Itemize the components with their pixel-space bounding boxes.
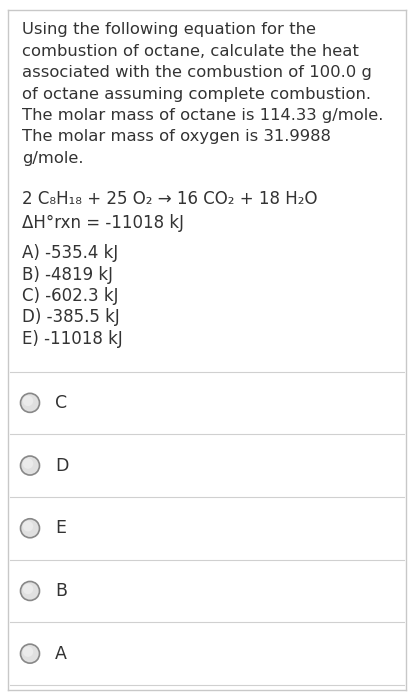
Text: A) -535.4 kJ: A) -535.4 kJ bbox=[22, 244, 118, 262]
Circle shape bbox=[23, 458, 33, 469]
Text: E) -11018 kJ: E) -11018 kJ bbox=[22, 330, 122, 348]
Text: B: B bbox=[55, 582, 67, 600]
Text: g/mole.: g/mole. bbox=[22, 151, 83, 166]
Circle shape bbox=[23, 584, 33, 594]
Text: combustion of octane, calculate the heat: combustion of octane, calculate the heat bbox=[22, 43, 358, 59]
Text: C) -602.3 kJ: C) -602.3 kJ bbox=[22, 287, 118, 305]
Text: E: E bbox=[55, 519, 66, 538]
Circle shape bbox=[21, 582, 39, 601]
Text: The molar mass of oxygen is 31.9988: The molar mass of oxygen is 31.9988 bbox=[22, 130, 330, 144]
Text: 2 C₈H₁₈ + 25 O₂ → 16 CO₂ + 18 H₂O: 2 C₈H₁₈ + 25 O₂ → 16 CO₂ + 18 H₂O bbox=[22, 190, 317, 209]
Text: of octane assuming complete combustion.: of octane assuming complete combustion. bbox=[22, 87, 370, 101]
Circle shape bbox=[21, 519, 39, 538]
Text: Using the following equation for the: Using the following equation for the bbox=[22, 22, 315, 37]
Text: A: A bbox=[55, 645, 67, 663]
Circle shape bbox=[23, 521, 33, 531]
Text: D: D bbox=[55, 456, 68, 475]
Text: The molar mass of octane is 114.33 g/mole.: The molar mass of octane is 114.33 g/mol… bbox=[22, 108, 382, 123]
Circle shape bbox=[21, 393, 39, 412]
Text: C: C bbox=[55, 394, 67, 412]
Text: associated with the combustion of 100.0 g: associated with the combustion of 100.0 … bbox=[22, 65, 371, 80]
Circle shape bbox=[23, 646, 33, 657]
Text: ΔH°rxn = -11018 kJ: ΔH°rxn = -11018 kJ bbox=[22, 214, 183, 232]
Circle shape bbox=[23, 395, 33, 406]
Text: D) -385.5 kJ: D) -385.5 kJ bbox=[22, 309, 119, 326]
Text: B) -4819 kJ: B) -4819 kJ bbox=[22, 265, 113, 284]
Circle shape bbox=[21, 644, 39, 663]
Circle shape bbox=[21, 456, 39, 475]
